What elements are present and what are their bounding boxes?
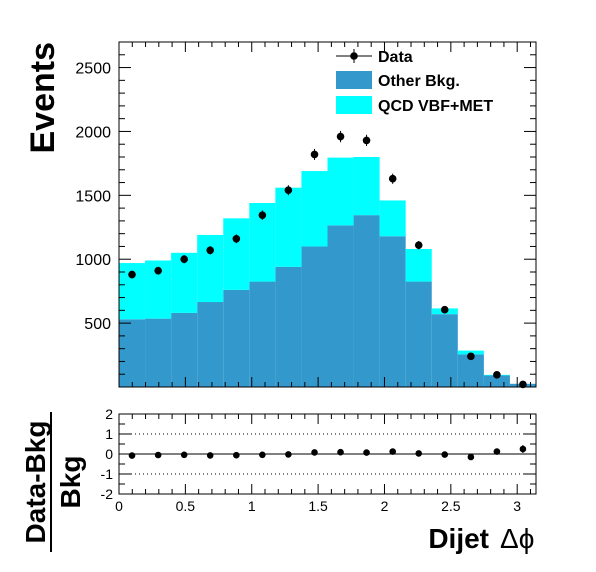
ratio-y-tick-label: 1 xyxy=(105,426,113,442)
bar-qcd-vbf-met xyxy=(275,187,302,267)
bar-qcd-vbf-met xyxy=(223,218,250,290)
ratio-point xyxy=(363,449,370,456)
bar-other-bkg xyxy=(379,236,406,387)
y-tick-label: 2000 xyxy=(75,124,111,141)
bar-qcd-vbf-met xyxy=(301,171,328,247)
bar-other-bkg xyxy=(353,215,380,387)
ratio-y-tick-label: 0 xyxy=(105,446,113,462)
data-point xyxy=(519,380,527,389)
legend-label-other-bkg: Other Bkg. xyxy=(378,73,460,90)
data-point xyxy=(388,174,397,183)
x-axis-title: Dijet Δϕ xyxy=(428,523,534,554)
ratio-ylabel-denominator: Bkg xyxy=(55,456,86,509)
data-points xyxy=(128,130,527,389)
ratio-y-axis-title: Data-Bkg Bkg xyxy=(20,412,86,552)
ratio-point xyxy=(519,445,527,453)
ratio-y-tick-label: -2 xyxy=(101,486,114,502)
bar-other-bkg xyxy=(223,289,250,387)
bar-other-bkg xyxy=(197,302,224,387)
ratio-point xyxy=(206,452,214,459)
x-tick-label: 2 xyxy=(381,498,389,514)
legend-swatch-qcd-vbf-met xyxy=(336,96,372,114)
x-tick-label: 0.5 xyxy=(176,498,196,514)
ratio-point xyxy=(467,453,475,461)
ratio-point xyxy=(154,451,162,459)
bar-qcd-vbf-met xyxy=(457,350,484,355)
x-tick-label: 1.5 xyxy=(308,498,328,514)
bar-other-bkg xyxy=(327,225,354,387)
data-point xyxy=(128,270,136,279)
ratio-y-tick-label: 2 xyxy=(105,406,113,422)
data-point xyxy=(258,211,267,219)
data-point xyxy=(206,246,214,255)
data-point xyxy=(414,241,423,249)
data-point xyxy=(440,305,449,314)
ratio-point xyxy=(180,451,188,459)
x-tick-label: 3 xyxy=(513,498,521,514)
stacked-bars xyxy=(119,157,536,387)
main-axis-ticks: 500 1000 1500 2000 2500 xyxy=(75,41,536,387)
main-panel: 500 1000 1500 2000 2500 Events xyxy=(24,41,537,389)
x-axis-title-symbol: Δϕ xyxy=(500,523,534,554)
legend-data-marker xyxy=(350,52,358,60)
bar-other-bkg xyxy=(119,319,146,387)
ratio-reference-lines xyxy=(119,433,536,475)
ratio-point xyxy=(128,452,136,459)
ratio-point xyxy=(285,451,292,458)
ratio-point xyxy=(337,448,344,456)
ratio-point xyxy=(259,451,266,459)
bar-other-bkg xyxy=(275,266,302,387)
bar-other-bkg xyxy=(405,281,432,387)
legend-swatch-other-bkg xyxy=(336,71,372,89)
data-point xyxy=(336,132,345,141)
legend: Data Other Bkg. QCD VBF+MET xyxy=(336,49,493,115)
y-tick-label: 2500 xyxy=(75,61,111,78)
y-tick-label: 1000 xyxy=(75,252,111,269)
data-point xyxy=(493,371,501,379)
ratio-point xyxy=(441,451,449,458)
legend-label-qcd-vbf-met: QCD VBF+MET xyxy=(378,98,493,115)
bar-other-bkg xyxy=(171,312,198,387)
bar-other-bkg xyxy=(301,246,328,387)
bar-qcd-vbf-met xyxy=(405,249,432,282)
y-tick-label: 1500 xyxy=(75,188,111,205)
data-point xyxy=(310,150,319,159)
ratio-ylabel-numerator: Data-Bkg xyxy=(20,421,51,544)
data-point xyxy=(284,186,293,195)
data-point xyxy=(467,352,475,361)
bar-qcd-vbf-met xyxy=(197,234,224,303)
ratio-point xyxy=(233,451,240,459)
ratio-point xyxy=(311,449,318,456)
y-tick-label: 500 xyxy=(84,316,111,333)
ratio-y-tick-label: -1 xyxy=(101,466,114,482)
x-axis-title-text: Dijet xyxy=(428,523,489,554)
x-tick-label: 0 xyxy=(115,498,123,514)
bar-qcd-vbf-met xyxy=(327,157,354,226)
main-frame xyxy=(118,41,537,388)
data-point xyxy=(180,255,188,264)
ratio-point xyxy=(389,448,396,455)
data-point xyxy=(362,136,371,145)
legend-label-data: Data xyxy=(378,49,413,66)
x-tick-label: 2.5 xyxy=(441,498,461,514)
bar-qcd-vbf-met xyxy=(379,200,406,237)
ratio-points xyxy=(128,445,527,461)
bar-other-bkg xyxy=(249,281,276,387)
bar-other-bkg xyxy=(431,314,458,387)
bar-qcd-vbf-met xyxy=(353,157,380,216)
y-axis-title: Events xyxy=(24,42,62,154)
ratio-point xyxy=(493,448,501,455)
data-point xyxy=(154,266,162,275)
data-point xyxy=(232,234,241,243)
ratio-point xyxy=(415,450,423,457)
bar-other-bkg xyxy=(483,375,510,387)
x-tick-label: 1 xyxy=(248,498,256,514)
bar-other-bkg xyxy=(145,318,172,387)
